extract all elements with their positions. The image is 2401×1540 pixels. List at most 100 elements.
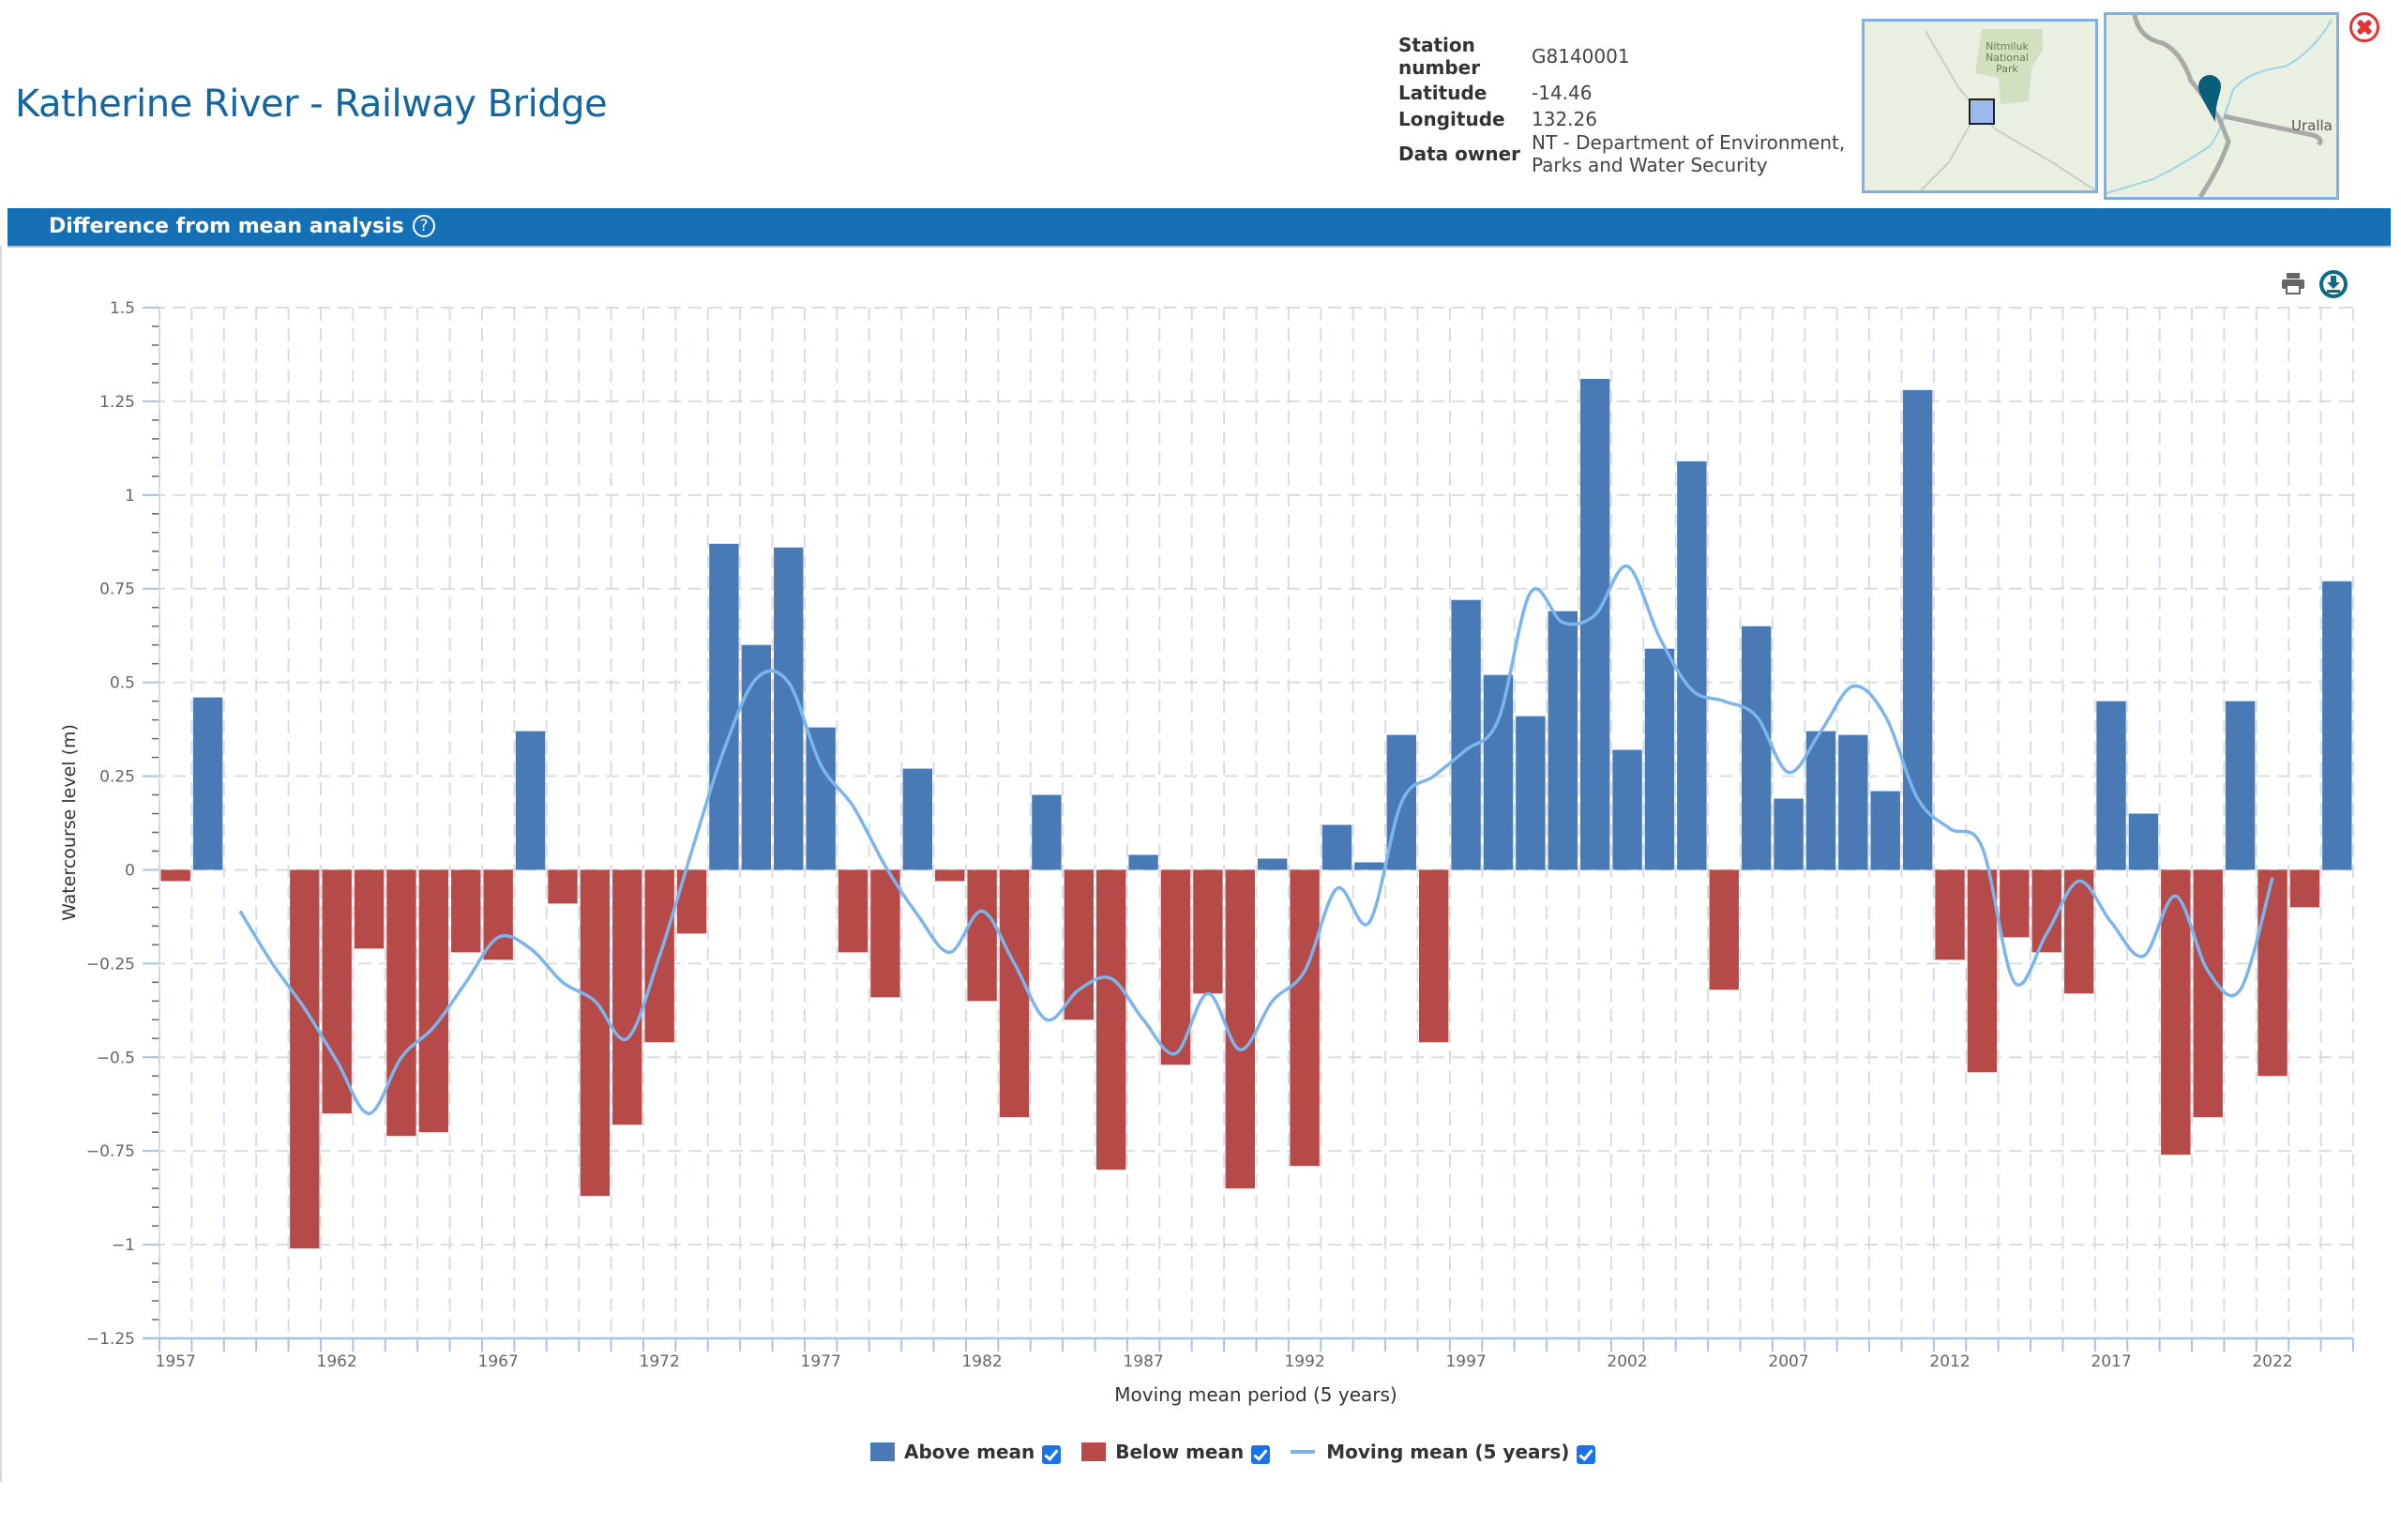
latitude-label: Latitude: [1398, 82, 1487, 104]
bar-below-mean: [483, 869, 513, 960]
bar-above-mean: [1258, 858, 1288, 870]
y-tick-label: 1.5: [110, 299, 135, 318]
bar-below-mean: [2258, 869, 2288, 1077]
map-background: [2107, 15, 2336, 197]
help-icon[interactable]: ?: [413, 215, 435, 237]
overview-map[interactable]: Nitmiluk National Park: [1862, 19, 2098, 193]
above-mean-checkbox[interactable]: [1042, 1445, 1062, 1464]
grid-lines: [152, 307, 2354, 1338]
legend-label-below: Below mean: [1115, 1441, 1245, 1463]
x-tick-label: 1967: [478, 1352, 519, 1371]
bar-below-mean: [644, 869, 674, 1043]
data-owner-line2: Parks and Water Security: [1532, 154, 1768, 176]
park-label-3: Park: [1996, 63, 2018, 75]
x-tick-label: 1992: [1284, 1352, 1324, 1371]
bar-above-mean: [1677, 460, 1707, 870]
bar-above-mean: [1386, 734, 1416, 870]
below-mean-swatch: [1081, 1442, 1107, 1461]
bar-below-mean: [1290, 869, 1320, 1167]
bar-above-mean: [2225, 701, 2256, 870]
printer-icon[interactable]: [2281, 272, 2305, 294]
section-title: Difference from mean analysis: [49, 215, 404, 238]
bar-above-mean: [1774, 798, 1804, 870]
y-tick-label: −0.25: [86, 955, 135, 974]
station-number-label-line1: Station: [1398, 34, 1475, 56]
below-mean-checkbox[interactable]: [1251, 1445, 1271, 1464]
bar-below-mean: [1193, 869, 1223, 994]
bar-below-mean: [612, 869, 642, 1125]
bar-below-mean: [2193, 869, 2223, 1118]
y-tick-label: 0.5: [110, 674, 135, 693]
map-pin-icon[interactable]: [2198, 75, 2221, 122]
bar-below-mean: [322, 869, 352, 1114]
data-owner-value: NT - Department of Environment, Parks and…: [1532, 131, 1845, 176]
bar-below-mean: [354, 869, 385, 949]
bar-above-mean: [515, 731, 546, 870]
bar-above-mean: [1870, 791, 1900, 870]
station-number-value: G8140001: [1532, 45, 1630, 68]
national-park-area: [1975, 29, 2043, 104]
x-tick-label: 2002: [1607, 1352, 1647, 1371]
chart-legend: Above mean Below mean Moving mean (5 yea…: [870, 1437, 1616, 1467]
y-tick-label: −1.25: [86, 1330, 135, 1349]
bar-below-mean: [1064, 869, 1095, 1020]
y-tick-label: 0: [125, 861, 135, 880]
bar-below-mean: [935, 869, 965, 882]
bar-above-mean: [1516, 716, 1546, 870]
legend-item-moving-mean[interactable]: Moving mean (5 years): [1291, 1441, 1596, 1464]
detail-map[interactable]: Uralla: [2104, 12, 2339, 200]
x-tick-label: 1957: [156, 1352, 196, 1371]
moving-mean-line-group: [238, 564, 2274, 1115]
data-owner-label: Data owner: [1398, 143, 1520, 165]
bar-above-mean: [1354, 862, 1384, 870]
legend-label-moving-mean: Moving mean (5 years): [1326, 1441, 1570, 1463]
bar-below-mean: [1967, 869, 1998, 1073]
town-label: Uralla: [2291, 117, 2333, 134]
close-icon[interactable]: [2349, 12, 2379, 42]
bar-above-mean: [1579, 378, 1610, 870]
bar-above-mean: [1128, 854, 1158, 870]
station-number-label-line2: number: [1398, 56, 1481, 79]
axes: 1.5 1.25 1 0.75 0.5 0.25 0 −0.25 −0.5 −0.75 −1 −1.2…: [86, 299, 2354, 1371]
bar-below-mean: [548, 869, 578, 904]
data-owner-line1: NT - Department of Environment,: [1532, 131, 1846, 154]
bar-below-mean: [1225, 869, 1255, 1189]
legend-item-above-mean[interactable]: Above mean: [870, 1441, 1062, 1464]
bar-above-mean: [1644, 648, 1675, 870]
bar-above-mean: [2128, 813, 2159, 870]
x-tick-label: 1972: [640, 1352, 680, 1371]
section-header: Difference from mean analysis ?: [8, 208, 2391, 248]
y-tick-label: −0.75: [86, 1142, 135, 1161]
detail-map-graphic: Uralla: [2107, 15, 2336, 197]
x-tick-label: 2007: [1768, 1352, 1808, 1371]
bar-below-mean: [967, 869, 997, 1002]
highway-line: [2223, 113, 2323, 146]
download-icon[interactable]: [2318, 269, 2348, 299]
x-axis-title: Moving mean period (5 years): [1114, 1383, 1397, 1406]
legend-item-below-mean[interactable]: Below mean: [1081, 1441, 1271, 1464]
printer-top: [2287, 273, 2300, 279]
x-tick-label: 1977: [801, 1352, 841, 1371]
longitude-label: Longitude: [1398, 108, 1505, 130]
y-tick-label: 1: [125, 487, 135, 506]
y-tick-label: −1: [112, 1236, 135, 1255]
x-tick-label: 1997: [1445, 1352, 1486, 1371]
moving-mean-line: [238, 564, 2274, 1115]
location-extent-marker: [1969, 98, 1995, 125]
x-tick-label: 1982: [961, 1352, 1002, 1371]
bar-above-mean: [774, 547, 804, 870]
bar-above-mean: [1838, 734, 1868, 870]
bar-below-mean: [870, 869, 900, 998]
bar-above-mean: [709, 543, 739, 870]
printer-paper: [2286, 284, 2301, 294]
bar-below-mean: [290, 869, 320, 1249]
y-tick-label: 0.25: [99, 768, 135, 787]
bar-below-mean: [160, 869, 190, 882]
bar-below-mean: [1935, 869, 1965, 960]
bar-above-mean: [1741, 626, 1772, 870]
y-tick-label: 1.25: [99, 393, 135, 412]
moving-mean-checkbox[interactable]: [1577, 1445, 1596, 1464]
bar-above-mean: [2096, 701, 2126, 870]
legend-label-above: Above mean: [904, 1441, 1035, 1463]
bar-above-mean: [1548, 611, 1578, 870]
